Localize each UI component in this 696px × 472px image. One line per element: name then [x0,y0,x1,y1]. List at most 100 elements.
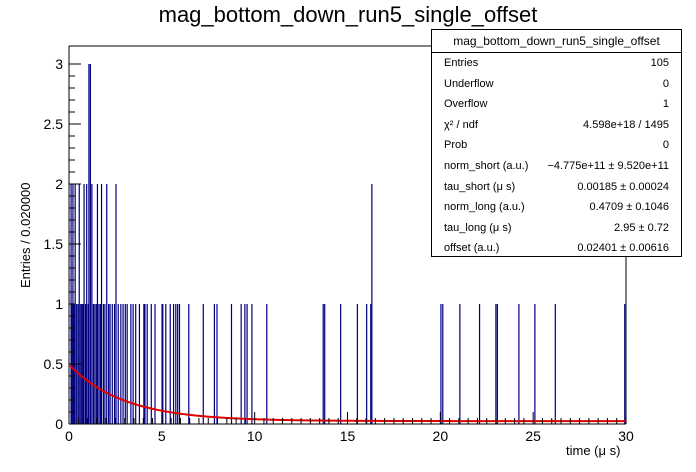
histogram-bar [496,304,498,424]
histogram-bar [104,304,106,424]
histogram-bar [100,184,103,424]
histogram-bar [102,304,104,424]
y-tick-label: 1 [55,296,63,312]
x-tick-label: 15 [340,428,356,444]
stats-row-value: 1 [662,98,669,111]
histogram-bar [106,184,108,424]
x-tick-label: 30 [618,428,634,444]
histogram-bar [143,304,145,424]
x-tick-label: 0 [65,428,73,444]
stats-row-value: 0.00185 ± 0.00024 [577,180,669,193]
histogram-bar [92,304,94,424]
histogram-bar [534,304,536,424]
histogram-bar [107,304,110,424]
histogram-bar [98,304,100,424]
stats-row: tau_long (μ s) 2.95 ± 0.72 [432,218,681,239]
histogram-bar [124,304,126,424]
histogram-bar [162,304,164,424]
histogram-bar [459,304,461,424]
histogram-bar [175,304,177,424]
stats-row-label: Underflow [444,77,494,90]
histogram-bar [324,304,326,424]
histogram-bar [188,304,190,424]
stats-row: norm_short (a.u.) −4.775e+11 ± 9.520e+11 [432,156,681,177]
histogram-bar [86,184,88,424]
histogram-bar [117,304,119,424]
stats-row: Overflow 1 [432,94,681,115]
stats-row: Entries 105 [432,53,681,74]
histogram-bar [113,304,116,424]
histogram-bar [138,304,141,424]
y-tick-label: 2.5 [44,116,64,132]
histogram-bar [178,304,181,424]
histogram-bar [442,304,444,424]
histogram-bar [115,184,117,424]
stats-row-value: 0.4709 ± 0.1046 [589,201,669,214]
stats-box: mag_bottom_down_run5_single_offset Entri… [431,29,682,257]
x-tick-label: 5 [158,428,166,444]
x-tick-label: 25 [525,428,541,444]
stats-row-value: 105 [650,57,669,69]
stats-row-value: 0.02401 ± 0.00616 [577,242,669,255]
histogram-bar [624,304,626,424]
histogram-bar [478,304,481,424]
x-tick-label: 20 [433,428,449,444]
histogram-bar [371,184,373,424]
y-tick-label: 0 [55,416,63,432]
histogram-bar [518,304,520,424]
histogram-bar [216,304,218,424]
histogram-bar [150,304,152,424]
stats-row: offset (a.u.) 0.02401 ± 0.00616 [432,238,681,259]
histogram-bar [356,304,358,424]
stats-row-value: 0 [662,77,669,90]
histogram-bar [246,304,248,424]
histogram-bar [177,304,179,424]
histogram-bar [135,304,137,424]
histogram-bar [240,304,242,424]
y-tick-label: 1.5 [44,236,64,252]
axes: 0 5 10 15 20 25 30 0 0.5 1 1.5 2 2.5 3 [44,45,634,444]
stats-row-label: offset (a.u.) [444,242,500,255]
histogram-bar [120,304,122,424]
stats-row: χ² / ndf 4.598e+18 / 1495 [432,115,681,136]
histogram-bar [82,304,84,424]
histogram-bar [81,304,83,424]
stats-row-label: Prob [444,139,468,152]
histogram-bar [89,64,91,424]
histogram-bar [99,304,102,424]
histogram-bar [83,184,85,424]
histogram-bar [84,304,87,424]
histogram-bar [172,304,175,424]
histogram-bar [111,304,113,424]
histogram-bar [87,304,89,424]
stats-row-label: Overflow [444,98,488,111]
histogram-bar [251,304,253,424]
y-tick-label: 3 [55,56,63,72]
histogram-bar [213,304,216,424]
histogram-bar [144,304,146,424]
histogram-bar [146,304,148,424]
histogram-bar [370,304,372,424]
stats-row-label: norm_short (a.u.) [444,159,529,172]
stats-row-label: tau_short (μ s) [444,180,516,193]
histogram-bar [340,304,342,424]
histogram-bar [95,304,97,424]
histogram-bar [165,304,167,424]
histogram-bar [91,184,93,424]
x-tick-label: 10 [247,428,263,444]
stats-row-value: 0 [662,139,669,152]
histogram-bar [244,304,246,424]
histogram-bar [78,184,80,424]
stats-row-value: −4.775e+11 ± 9.520e+11 [547,159,669,172]
histogram-bar [126,304,128,424]
histogram-bar [96,184,99,424]
stats-row-label: Entries [444,57,479,69]
stats-row-label: tau_long (μ s) [444,221,512,234]
histogram-bar [161,304,163,424]
stats-row: Underflow 0 [432,74,681,95]
histogram-bar [109,304,111,424]
histogram-bar [230,304,233,424]
histogram-bar [122,304,124,424]
stats-rows: Entries 105 Underflow 0 Overflow 1 χ² / ndf 4.5… [432,53,681,259]
